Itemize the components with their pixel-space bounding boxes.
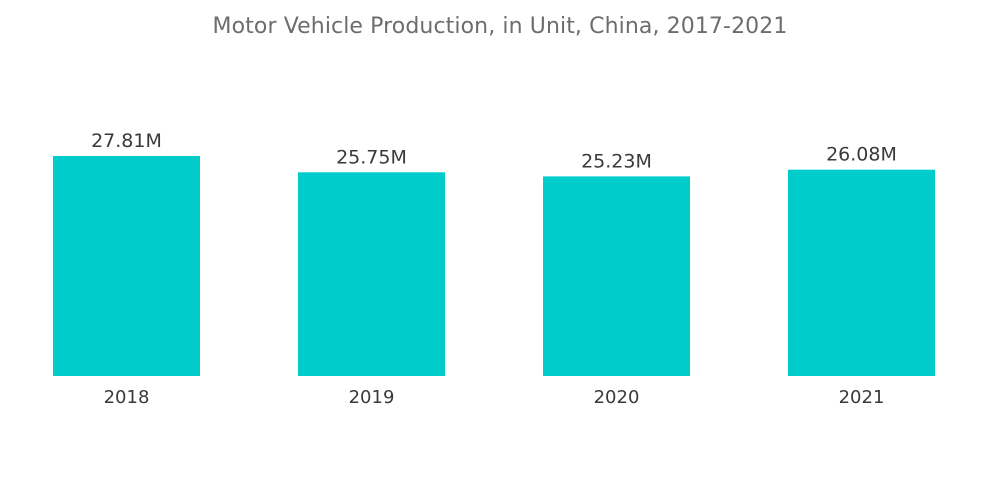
data-label-2020: 25.23M [581, 150, 652, 172]
x-tick-label-2019: 2019 [349, 387, 395, 408]
x-axis-tick-labels: 2018 2019 2020 2021 [104, 387, 885, 408]
bar-2020 [543, 176, 690, 376]
x-tick-label-2021: 2021 [839, 387, 885, 408]
chart-title: Motor Vehicle Production, in Unit, China… [212, 14, 788, 39]
data-label-2021: 26.08M [826, 144, 897, 166]
bar-2019 [298, 172, 445, 376]
bar-2021 [788, 169, 935, 376]
bar-2018 [53, 156, 200, 376]
bars-layer [53, 156, 935, 376]
value-labels-layer: 27.81M 25.75M 25.23M 26.08M [91, 130, 897, 172]
x-tick-label-2020: 2020 [594, 387, 640, 408]
data-label-2018: 27.81M [91, 130, 162, 152]
x-tick-label-2018: 2018 [104, 387, 150, 408]
data-label-2019: 25.75M [336, 146, 407, 168]
